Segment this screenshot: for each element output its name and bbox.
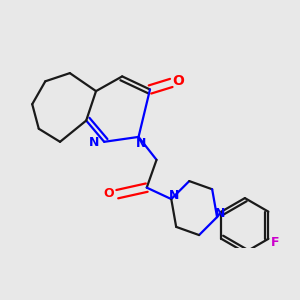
Text: F: F — [270, 236, 279, 249]
Text: O: O — [104, 187, 114, 200]
Text: N: N — [215, 207, 226, 220]
Text: N: N — [88, 136, 99, 149]
Text: O: O — [172, 74, 184, 88]
Text: N: N — [136, 137, 146, 150]
Text: N: N — [169, 189, 179, 202]
